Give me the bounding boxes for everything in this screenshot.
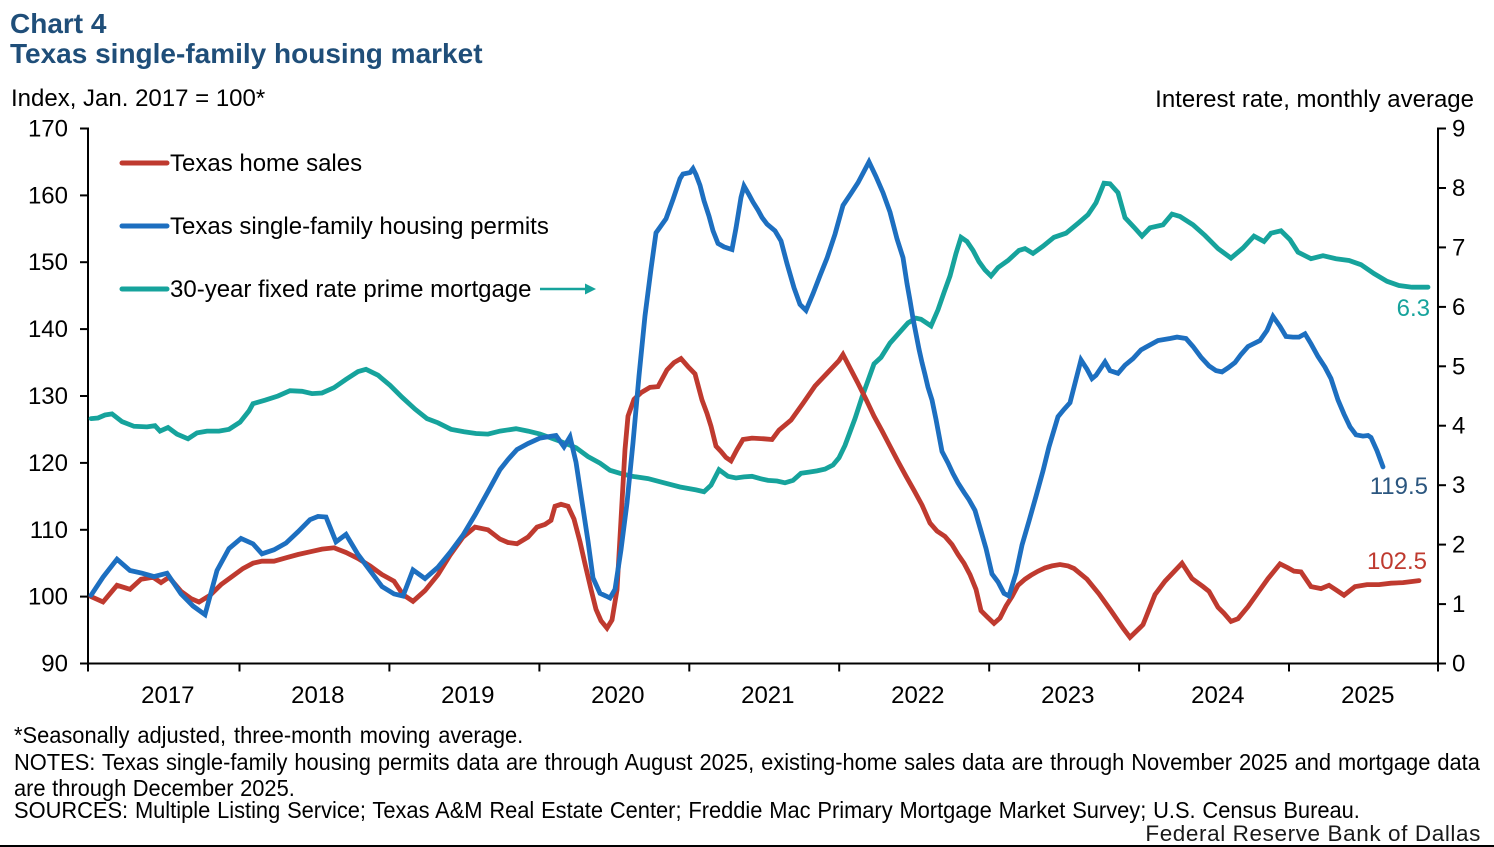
- svg-text:2017: 2017: [141, 682, 194, 709]
- svg-text:7: 7: [1452, 234, 1465, 261]
- svg-text:130: 130: [28, 383, 68, 410]
- svg-text:2018: 2018: [291, 682, 344, 709]
- svg-text:120: 120: [28, 450, 68, 477]
- svg-text:Texas home sales: Texas home sales: [170, 150, 362, 177]
- svg-text:100: 100: [28, 584, 68, 611]
- svg-text:30-year fixed rate prime mortg: 30-year fixed rate prime mortgage: [170, 276, 532, 303]
- svg-text:3: 3: [1452, 472, 1465, 499]
- svg-text:102.5: 102.5: [1367, 548, 1427, 575]
- svg-text:0: 0: [1452, 651, 1465, 678]
- svg-text:2023: 2023: [1041, 682, 1094, 709]
- svg-text:160: 160: [28, 182, 68, 209]
- svg-text:6.3: 6.3: [1397, 295, 1430, 322]
- svg-text:1: 1: [1452, 591, 1465, 618]
- svg-text:140: 140: [28, 316, 68, 343]
- svg-text:2019: 2019: [441, 682, 494, 709]
- svg-text:6: 6: [1452, 294, 1465, 321]
- svg-text:119.5: 119.5: [1370, 473, 1428, 500]
- svg-text:110: 110: [30, 517, 68, 544]
- svg-text:2024: 2024: [1191, 682, 1244, 709]
- svg-text:2022: 2022: [891, 682, 944, 709]
- svg-text:2021: 2021: [741, 682, 794, 709]
- svg-text:4: 4: [1452, 413, 1465, 440]
- svg-text:90: 90: [41, 651, 68, 678]
- svg-text:2020: 2020: [591, 682, 644, 709]
- svg-text:8: 8: [1452, 175, 1465, 202]
- svg-text:5: 5: [1452, 353, 1465, 380]
- svg-text:2: 2: [1452, 532, 1465, 559]
- svg-text:9: 9: [1452, 116, 1465, 143]
- svg-text:150: 150: [28, 249, 68, 276]
- svg-text:170: 170: [28, 116, 68, 143]
- svg-text:2025: 2025: [1341, 682, 1394, 709]
- svg-text:Texas single-family housing pe: Texas single-family housing permits: [170, 213, 549, 240]
